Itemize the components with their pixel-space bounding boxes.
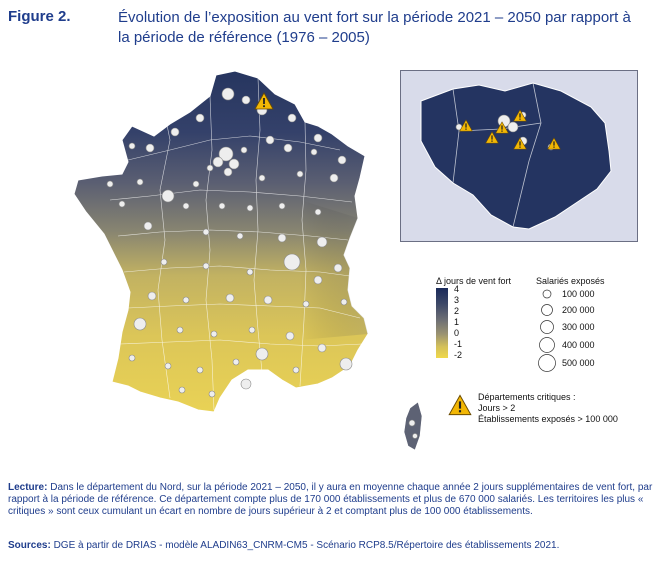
mainland-shape: [73, 70, 369, 413]
critical-legend: Départements critiques : Jours > 2 Établ…: [478, 392, 618, 425]
warning-triangle-icon: [448, 394, 472, 416]
sources-note: Sources: DGE à partir de DRIAS - modèle …: [8, 540, 658, 552]
critical-line: Établissements exposés > 100 000: [478, 414, 618, 424]
scale-tick: -1: [454, 339, 463, 349]
color-scale: [436, 288, 448, 358]
circle-label: 500 000: [562, 358, 595, 368]
mainland-france: [73, 70, 369, 413]
exposure-circles: [106, 87, 353, 398]
circle-label: 300 000: [562, 322, 595, 332]
scale-tick: 1: [454, 317, 460, 327]
circle-label: 100 000: [562, 289, 595, 299]
circle-size-legend: [538, 289, 556, 372]
scale-tick: 2: [454, 306, 460, 316]
sources-text: DGE à partir de DRIAS - modèle ALADIN63_…: [50, 540, 560, 551]
critical-title: Départements critiques :: [478, 392, 576, 402]
scale-tick: 4: [454, 284, 460, 294]
circle-label: 200 000: [562, 305, 595, 315]
scale-tick: -2: [454, 350, 463, 360]
critical-line: Jours > 2: [478, 403, 516, 413]
figure-number: Figure 2.: [8, 8, 71, 25]
lecture-label: Lecture:: [8, 482, 48, 493]
inset-map: [420, 82, 612, 230]
sources-label: Sources:: [8, 540, 51, 551]
figure-title: Évolution de l’exposition au vent fort s…: [118, 9, 631, 46]
lecture-note: Lecture: Dans le département du Nord, su…: [8, 482, 658, 518]
scale-title: Δ jours de vent fort: [436, 276, 512, 286]
lecture-text: Dans le département du Nord, sur la péri…: [8, 482, 653, 517]
circle-label: 400 000: [562, 340, 595, 350]
scale-tick: 3: [454, 295, 460, 305]
ile-de-france-inset: [400, 70, 638, 242]
scale-tick: 0: [454, 328, 460, 338]
circles-title: Salariés exposés: [536, 276, 605, 286]
